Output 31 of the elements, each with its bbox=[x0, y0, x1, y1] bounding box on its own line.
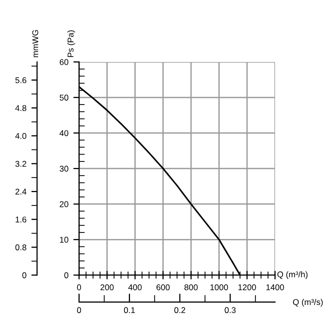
y2-axis-title: mmWG bbox=[32, 30, 38, 58]
x-tick-label: 200 bbox=[100, 284, 114, 290]
x-tick-label: 800 bbox=[184, 284, 198, 290]
y-tick-label: 10 bbox=[60, 236, 68, 243]
x2-tick-label: 0 bbox=[77, 307, 82, 314]
y2-tick-label: 5.6 bbox=[15, 77, 26, 84]
x-axis-title: Q (m³/h) bbox=[277, 271, 308, 279]
y-tick-label: 50 bbox=[60, 94, 68, 101]
y-tick-label: 0 bbox=[64, 272, 68, 278]
x-tick-label: 400 bbox=[128, 284, 142, 290]
y-tick-label: 20 bbox=[60, 201, 68, 208]
x-tick-label: 0 bbox=[77, 284, 82, 290]
y-tick-label: 60 bbox=[60, 59, 68, 66]
x2-tick-label: 0.3 bbox=[224, 307, 236, 314]
y2-tick-label: 2.4 bbox=[15, 188, 26, 195]
x2-tick-label: 0.1 bbox=[124, 307, 135, 314]
x2-axis-title: Q (m³/s) bbox=[293, 298, 323, 307]
y2-tick-label: 4.0 bbox=[15, 132, 26, 139]
y-axis-title: Ps (Pa) bbox=[67, 30, 76, 58]
y-tick-label: 30 bbox=[60, 166, 68, 172]
y2-tick-label: 3.2 bbox=[15, 160, 26, 167]
x-tick-label: 1200 bbox=[238, 284, 256, 290]
x-tick-label: 600 bbox=[156, 284, 170, 290]
x-tick-label: 1400 bbox=[266, 284, 284, 290]
y-tick-label: 40 bbox=[60, 130, 68, 136]
y2-tick-label: 0 bbox=[22, 272, 26, 278]
x2-tick-label: 0.2 bbox=[174, 307, 186, 314]
y2-tick-label: 1.6 bbox=[16, 216, 26, 222]
x-tick-label: 1000 bbox=[210, 284, 228, 290]
y2-tick-label: 4.8 bbox=[15, 105, 26, 112]
y2-tick-label: 0.8 bbox=[15, 244, 26, 250]
